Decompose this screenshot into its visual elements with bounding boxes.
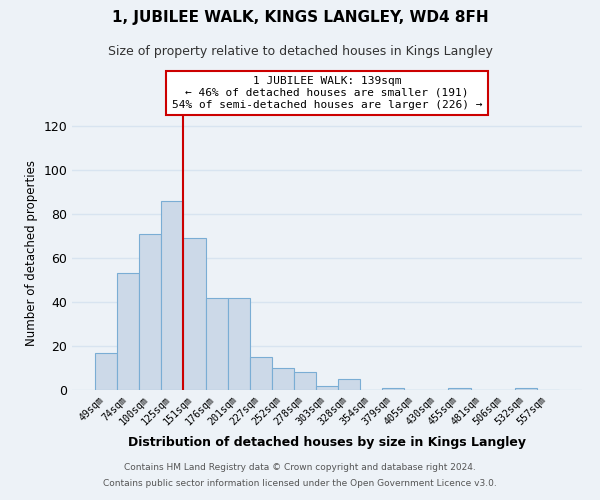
Text: 1, JUBILEE WALK, KINGS LANGLEY, WD4 8FH: 1, JUBILEE WALK, KINGS LANGLEY, WD4 8FH xyxy=(112,10,488,25)
Bar xyxy=(448,388,470,390)
Bar xyxy=(382,388,404,390)
Bar xyxy=(227,298,250,390)
Bar xyxy=(272,368,294,390)
Bar xyxy=(139,234,161,390)
Bar xyxy=(95,352,117,390)
Bar xyxy=(250,357,272,390)
Bar xyxy=(117,274,139,390)
Text: Contains public sector information licensed under the Open Government Licence v3: Contains public sector information licen… xyxy=(103,478,497,488)
Bar xyxy=(184,238,206,390)
Bar xyxy=(515,388,537,390)
Text: Contains HM Land Registry data © Crown copyright and database right 2024.: Contains HM Land Registry data © Crown c… xyxy=(124,464,476,472)
Bar xyxy=(206,298,227,390)
Y-axis label: Number of detached properties: Number of detached properties xyxy=(25,160,38,346)
Bar xyxy=(338,379,360,390)
X-axis label: Distribution of detached houses by size in Kings Langley: Distribution of detached houses by size … xyxy=(128,436,526,448)
Bar xyxy=(294,372,316,390)
Bar xyxy=(161,201,184,390)
Bar xyxy=(316,386,338,390)
Text: 1 JUBILEE WALK: 139sqm
← 46% of detached houses are smaller (191)
54% of semi-de: 1 JUBILEE WALK: 139sqm ← 46% of detached… xyxy=(172,76,482,110)
Text: Size of property relative to detached houses in Kings Langley: Size of property relative to detached ho… xyxy=(107,45,493,58)
